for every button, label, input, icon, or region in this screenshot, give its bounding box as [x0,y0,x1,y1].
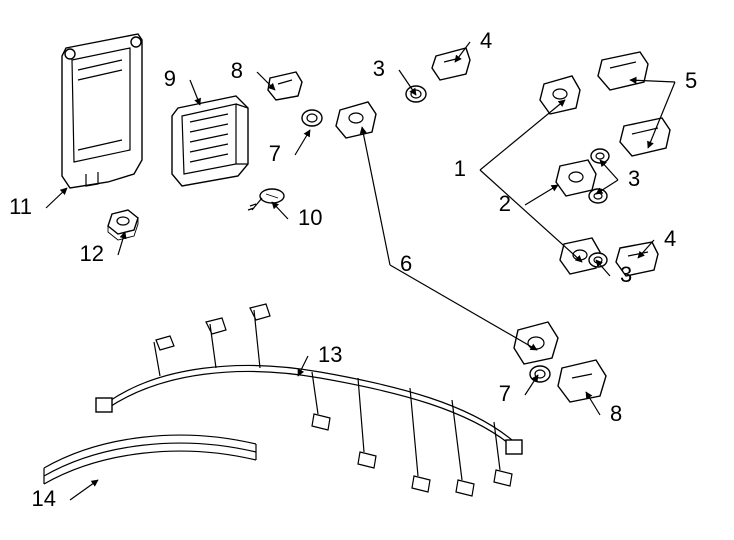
leader-line [298,356,308,376]
leader-line [362,127,390,265]
leader-line [46,188,67,208]
leader-line [118,232,125,255]
part-sensor-ring-r3 [589,253,607,267]
leader-line [390,265,537,350]
callout-label-10: 10 [298,205,322,230]
leader-line [272,202,288,219]
callout-label-4: 4 [480,28,492,53]
part-sensor-ring-a [302,110,322,126]
part-sensor-ring-r2 [589,189,607,203]
callout-label-8: 8 [231,58,243,83]
callout-label-11: 11 [9,194,32,219]
callout-label-7: 7 [269,141,281,166]
part-screw [248,189,284,210]
part-park-sensor-a [336,102,376,138]
callout-label-3: 3 [620,262,632,287]
leader-line [295,130,310,155]
parts-diagram: 123334456778891011121314 [0,0,734,540]
leader-line [190,80,200,105]
part-park-sensor-c [556,160,596,196]
callout-label-2: 2 [499,191,511,216]
leader-line [70,480,98,500]
part-sensor-clip-b1 [598,52,648,90]
callout-label-3: 3 [628,166,640,191]
part-park-sensor-b1 [540,76,580,114]
leader-line [596,180,618,194]
callout-label-14: 14 [32,486,56,511]
callout-label-8: 8 [610,401,622,426]
callout-label-12: 12 [80,241,104,266]
callout-label-5: 5 [685,68,697,93]
callout-label-9: 9 [164,66,176,91]
callout-label-3: 3 [373,56,385,81]
callout-label-6: 6 [400,251,412,276]
part-park-sensor-d [514,322,558,364]
part-sensor-clip-a [432,48,470,80]
callout-label-7: 7 [499,381,511,406]
part-sensor-clip-b2 [620,118,670,156]
part-trim-strip [44,435,256,484]
part-sensor-holder-b [558,360,606,402]
part-sensor-holder-a [268,72,302,100]
part-wiring-harness [96,304,522,496]
leader-line [600,160,618,180]
leader-line [480,100,565,170]
part-hex-nut [108,210,138,240]
part-sensor-ring-r1 [591,149,609,163]
part-control-module [172,96,248,186]
leader-line [525,185,558,205]
part-module-bracket [62,34,142,188]
part-sensor-ring-c [530,366,550,382]
callout-label-13: 13 [318,342,342,367]
callout-label-4: 4 [664,226,676,251]
callout-label-1: 1 [454,156,466,181]
